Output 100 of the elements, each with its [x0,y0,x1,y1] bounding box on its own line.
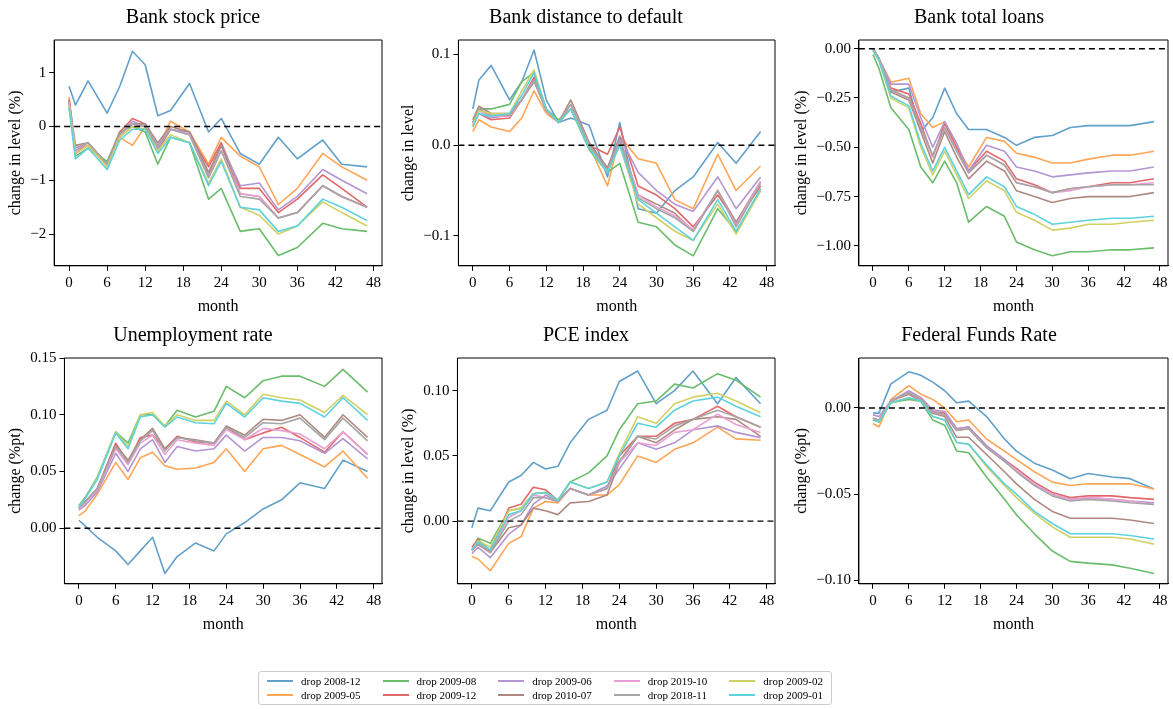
x-tick-label: 42 [722,273,738,290]
x-axis-title: month [993,296,1034,314]
y-tick-label: −2 [30,225,47,242]
x-tick-label: 18 [181,591,197,608]
legend-label: drop 2009-05 [301,689,361,701]
x-tick-label: 24 [1008,591,1025,608]
x-tick-label: 24 [213,273,230,290]
x-tick-label: 48 [1152,273,1168,290]
x-tick-label: 18 [973,273,989,290]
x-tick-label: 0 [869,273,877,290]
x-tick-label: 18 [575,273,591,290]
x-tick-label: 36 [685,273,702,290]
x-tick-label: 0 [869,591,877,608]
y-tick-label: 0.00 [824,398,851,415]
x-tick-label: 30 [251,273,267,290]
chart-title: Unemployment rate [113,323,273,347]
legend-label: drop 2019-10 [647,675,708,687]
chart-title: Bank distance to default [489,5,684,28]
x-tick-label: 36 [1080,591,1097,608]
x-tick-label: 12 [937,273,953,290]
y-tick-label: 0.1 [431,45,451,62]
x-tick-label: 48 [759,591,775,608]
y-axis-title: change (%pt) [5,428,24,514]
x-axis-title: month [993,614,1034,632]
x-tick-label: 12 [937,591,953,608]
y-tick-label: −0.1 [423,226,451,243]
y-axis-title: change in level (%) [398,408,417,534]
legend-label: drop 2018-11 [647,689,707,701]
y-tick-label: −0.05 [816,485,851,502]
y-tick-label: 0.00 [824,39,851,56]
legend-label: drop 2009-06 [532,675,592,687]
x-tick-label: 42 [327,273,343,290]
legend-label: drop 2009-02 [763,675,823,687]
x-tick-label: 36 [289,273,306,290]
y-tick-label: −0.25 [816,88,851,105]
chart-title: Federal Funds Rate [901,323,1057,346]
y-tick-label: 0.10 [423,381,450,398]
x-tick-label: 12 [145,591,161,608]
x-tick-label: 6 [103,273,112,290]
x-tick-label: 18 [175,273,191,290]
x-tick-label: 24 [612,273,628,290]
x-tick-label: 36 [685,591,701,608]
legend-label: drop 2009-12 [416,689,477,701]
x-tick-label: 6 [111,591,120,608]
x-tick-label: 48 [759,273,775,290]
y-tick-label: 0 [38,117,47,134]
y-tick-label: 0.00 [423,512,450,529]
x-axis-title: month [595,614,637,632]
legend-label: drop 2010-07 [532,689,592,701]
x-tick-label: 12 [538,591,554,608]
x-axis-title: month [197,296,239,314]
y-axis-title: change (%pt) [791,428,810,514]
x-tick-label: 0 [65,273,73,290]
x-tick-label: 48 [1152,591,1168,608]
y-tick-label: 0.0 [431,136,451,153]
y-tick-label: −0.10 [816,571,851,588]
x-tick-label: 48 [365,273,381,290]
x-axis-title: month [596,296,638,314]
chart-title: PCE index [542,323,630,346]
x-tick-label: 24 [611,591,628,608]
y-tick-label: 0.05 [423,446,450,463]
x-tick-label: 30 [255,591,271,608]
legend-label: drop 2009-01 [763,689,823,701]
x-tick-label: 6 [505,273,514,290]
y-tick-label: −1.00 [816,236,851,253]
x-tick-label: 0 [75,591,83,608]
y-tick-label: 0.10 [30,405,57,422]
x-tick-label: 30 [1044,273,1060,290]
y-axis-title: change in level (%) [5,90,24,216]
y-tick-label: −1 [30,171,47,188]
y-axis-title: change in level (%) [791,90,810,216]
x-tick-label: 6 [905,591,914,608]
y-axis-title: change in level [398,103,417,202]
x-tick-label: 30 [648,591,664,608]
x-tick-label: 24 [1008,273,1025,290]
y-tick-label: −0.50 [816,138,851,155]
chart-title: Bank total loans [914,5,1045,28]
x-tick-label: 6 [905,273,914,290]
x-tick-label: 0 [469,273,477,290]
x-tick-label: 42 [329,591,345,608]
x-tick-label: 36 [292,591,308,608]
x-tick-label: 12 [137,273,153,290]
x-tick-label: 36 [1080,273,1097,290]
x-tick-label: 18 [574,591,590,608]
x-tick-label: 30 [649,273,665,290]
y-tick-label: 0.05 [30,462,57,479]
y-tick-label: 1 [38,63,47,80]
x-tick-label: 42 [1116,273,1132,290]
legend-label: drop 2009-08 [416,675,477,687]
x-tick-label: 0 [468,591,476,608]
x-tick-label: 42 [1116,591,1132,608]
y-tick-label: 0.15 [30,348,57,365]
x-tick-label: 24 [218,591,235,608]
x-tick-label: 30 [1044,591,1060,608]
y-tick-label: −0.75 [816,187,851,204]
x-tick-label: 48 [366,591,382,608]
x-tick-label: 18 [973,591,989,608]
y-tick-label: 0.00 [30,519,57,536]
x-tick-label: 42 [722,591,738,608]
x-tick-label: 6 [504,591,513,608]
